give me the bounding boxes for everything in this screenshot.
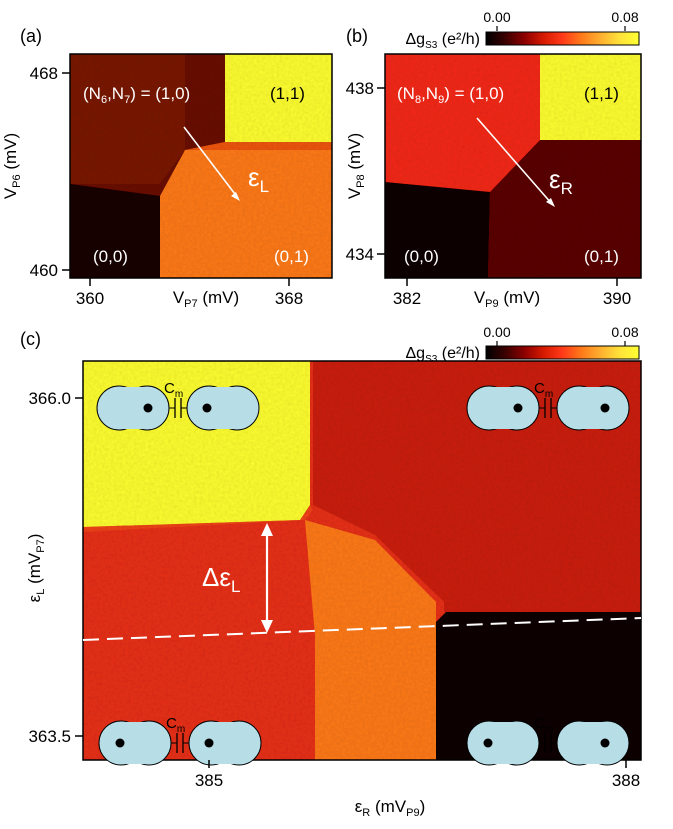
panel-b-heatmap [385,54,641,278]
panel-c-dashed-line [82,617,642,641]
svg-text:Cm: Cm [534,715,553,735]
colorbar-top-gradient [485,31,640,46]
panel-b-label: (b) [346,26,368,46]
panel-a-label: (a) [20,26,42,46]
panel-a-ytick-460: 460 [30,261,58,280]
panel-b-xlabel: VP9 (mV) [474,288,540,310]
panel-c-label: (c) [20,329,41,349]
colorbar-bottom: 0.00 0.08 ΔgS3 (e²/h) [405,324,640,365]
panel-a-y-axis: 468 460 VP6 (mV) [1,64,70,280]
panel-b-y-axis: 438 434 VP8 (mV) [345,79,385,264]
panel-c-frame [82,360,642,761]
panel-a-arrow [183,126,239,199]
panel-b-label-01: (0,1) [584,247,619,266]
panel-a-heatmap [70,54,332,278]
panel-c-y-axis: 366.0 363.5 εL (mVP7) [25,389,83,746]
panel-c-ylabel: εL (mVP7) [25,534,47,603]
panel-a-ytick-468: 468 [30,64,58,83]
region-a-10-lower [70,54,185,184]
panel-c-ytick-366: 366.0 [28,389,71,408]
panel-a-x-axis: 360 368 VP7 (mV) [76,278,303,310]
region-b-00 [385,182,490,278]
panel-b-label-11: (1,1) [584,84,619,103]
panel-b-xtick-390: 390 [603,289,631,308]
panel-b-arrow [476,117,553,205]
colorbar-top: 0.00 0.08 ΔgS3 (e²/h) [405,9,640,51]
panel-a-epsilon-label: εL [248,162,269,196]
panel-a-xtick-360: 360 [76,289,104,308]
panel-b-arrowhead [546,198,555,207]
panel-b-ytick-434: 434 [346,245,374,264]
region-c-top-right [313,361,641,612]
panel-c-delta-arrowhead-top [261,523,273,536]
region-a-01 [160,142,332,278]
svg-text:Cm: Cm [166,715,185,735]
panel-a-ylabel: VP6 (mV) [1,133,23,199]
panel-a-xtick-368: 368 [275,289,303,308]
colorbar-top-max: 0.08 [611,9,638,25]
double-dot-icon-top-right: Cm [466,380,630,431]
panel-b-ylabel: VP8 (mV) [345,133,367,199]
region-c-center [305,520,436,760]
colorbar-top-title: ΔgS3 (e²/h) [405,31,480,51]
panel-c-delta-arrowhead-bottom [261,620,273,633]
region-a-00 [70,184,160,278]
panel-a-label-11: (1,1) [270,84,305,103]
double-dot-icon-top-left: Cm [96,380,260,431]
panel-b-ytick-438: 438 [346,79,374,98]
colorbar-bottom-min: 0.00 [483,324,510,340]
colorbar-bottom-max: 0.08 [611,324,638,340]
region-a-11 [225,54,332,142]
panel-b-label-00: (0,0) [404,247,439,266]
panel-b-epsilon-label: εR [549,164,573,198]
panel-a-xlabel: VP7 (mV) [173,288,239,310]
panel-a-state-label: (N6,N7) = (1,0) [83,84,190,106]
panel-b-state-label: (N8,N9) = (1,0) [397,84,504,106]
colorbar-bottom-gradient [485,345,640,360]
svg-text:Cm: Cm [164,380,183,400]
panel-a-frame [69,53,333,279]
region-c-center-join [83,505,313,532]
colorbar-top-min: 0.00 [483,9,510,25]
panel-c-xlabel: εR (mVP9) [355,797,426,819]
panel-b-x-axis: 382 390 VP9 (mV) [393,278,631,310]
panel-c-delta-label: ΔεL [202,562,240,596]
region-a-mid [185,142,332,150]
colorbar-bottom-title: ΔgS3 (e²/h) [405,345,480,365]
double-dot-icon-bottom-right: Cm [466,715,630,766]
double-dot-icon-bottom-left: Cm [98,715,262,766]
panel-c-x-axis: 385 388 εR (mVP9) [195,760,640,819]
panel-c-xtick-385: 385 [195,771,223,790]
panel-a-arrowhead [231,192,240,201]
panel-c-xtick-388: 388 [612,771,640,790]
panel-a-label-01: (0,1) [274,247,309,266]
panel-b-xtick-382: 382 [393,289,421,308]
panel-c-ytick-3635: 363.5 [28,727,71,746]
panel-a-label-00: (0,0) [93,247,128,266]
svg-text:Cm: Cm [534,380,553,400]
panel-c-heatmap [83,361,641,760]
panel-b-frame [384,53,642,279]
region-b-11 [540,54,641,140]
